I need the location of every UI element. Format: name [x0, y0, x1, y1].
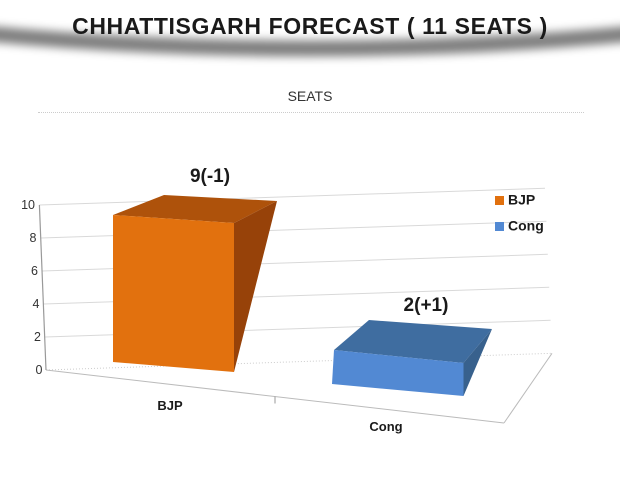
svg-text:10: 10 — [21, 198, 35, 212]
svg-text:Cong: Cong — [369, 419, 402, 434]
svg-text:BJP: BJP — [508, 192, 535, 208]
svg-text:2(+1): 2(+1) — [404, 295, 449, 316]
svg-text:Cong: Cong — [508, 218, 544, 234]
svg-text:BJP: BJP — [157, 398, 183, 413]
svg-text:6: 6 — [31, 264, 38, 278]
svg-text:2: 2 — [34, 330, 41, 344]
svg-text:8: 8 — [30, 231, 37, 245]
svg-text:9(-1): 9(-1) — [190, 166, 230, 187]
svg-text:4: 4 — [33, 297, 40, 311]
svg-text:0: 0 — [36, 363, 43, 377]
